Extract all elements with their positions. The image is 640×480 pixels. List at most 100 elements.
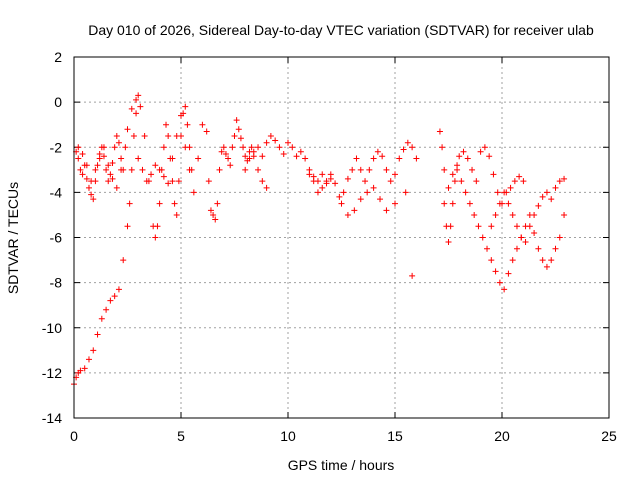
- data-point: [182, 144, 189, 151]
- data-point: [338, 200, 345, 207]
- data-point: [531, 229, 538, 236]
- data-point: [160, 173, 167, 180]
- data-point: [387, 178, 394, 185]
- data-point: [552, 245, 559, 252]
- data-point: [133, 96, 140, 103]
- data-point: [473, 178, 480, 185]
- data-point: [531, 211, 538, 218]
- data-point: [154, 223, 161, 230]
- data-point: [237, 135, 244, 142]
- data-point: [507, 184, 514, 191]
- data-point: [246, 155, 253, 162]
- y-tick-label: -14: [42, 410, 62, 426]
- data-point: [539, 257, 546, 264]
- data-point: [195, 155, 202, 162]
- data-point: [466, 200, 473, 207]
- data-point: [184, 121, 191, 128]
- data-point: [75, 155, 82, 162]
- data-point: [364, 189, 371, 196]
- data-point: [377, 196, 384, 203]
- data-point: [263, 139, 270, 146]
- data-point: [535, 202, 542, 209]
- data-point: [118, 166, 125, 173]
- data-point: [280, 151, 287, 158]
- data-point: [402, 189, 409, 196]
- data-point: [120, 257, 127, 264]
- data-point: [439, 144, 446, 151]
- data-point: [314, 189, 321, 196]
- data-point: [520, 178, 527, 185]
- data-point: [484, 245, 491, 252]
- data-point: [471, 211, 478, 218]
- data-point: [548, 257, 555, 264]
- data-point: [370, 155, 377, 162]
- data-point: [98, 315, 105, 322]
- data-point: [173, 211, 180, 218]
- data-point: [456, 153, 463, 160]
- data-point: [404, 139, 411, 146]
- data-point: [535, 245, 542, 252]
- data-point: [492, 268, 499, 275]
- x-tick-label: 5: [177, 428, 185, 444]
- data-point: [128, 105, 135, 112]
- data-point: [539, 193, 546, 200]
- x-tick-label: 15: [387, 428, 403, 444]
- data-point: [492, 211, 499, 218]
- data-point: [477, 148, 484, 155]
- data-point: [231, 132, 238, 139]
- data-point: [171, 200, 178, 207]
- data-point: [152, 234, 159, 241]
- data-point: [349, 166, 356, 173]
- data-point: [190, 189, 197, 196]
- data-point: [96, 155, 103, 162]
- data-point: [79, 171, 86, 178]
- data-point: [90, 347, 97, 354]
- data-point: [479, 234, 486, 241]
- data-point: [496, 279, 503, 286]
- data-point: [436, 128, 443, 135]
- data-point: [255, 144, 262, 151]
- data-point: [85, 356, 92, 363]
- data-point: [451, 178, 458, 185]
- data-point: [103, 306, 110, 313]
- data-point: [83, 162, 90, 169]
- data-point: [552, 184, 559, 191]
- data-point: [293, 153, 300, 160]
- data-point: [85, 184, 92, 191]
- data-point: [160, 144, 167, 151]
- data-point: [445, 184, 452, 191]
- data-point: [526, 223, 533, 230]
- data-point: [259, 153, 266, 160]
- data-point: [178, 112, 184, 119]
- data-point: [205, 178, 212, 185]
- data-point: [141, 132, 148, 139]
- data-point: [212, 216, 219, 223]
- data-point: [366, 166, 373, 173]
- data-point: [109, 160, 116, 167]
- data-point: [77, 367, 84, 374]
- data-point: [233, 117, 240, 124]
- data-point: [340, 189, 347, 196]
- data-point: [409, 272, 416, 279]
- x-tick-label: 10: [280, 428, 296, 444]
- data-point: [225, 155, 232, 162]
- data-series-ulab: [71, 92, 568, 388]
- data-point: [396, 155, 403, 162]
- data-point: [216, 166, 223, 173]
- data-point: [109, 175, 116, 182]
- data-point: [486, 153, 493, 160]
- data-point: [130, 132, 137, 139]
- data-point: [115, 139, 122, 146]
- data-point: [218, 148, 225, 155]
- data-point: [105, 162, 112, 169]
- data-point: [297, 148, 304, 155]
- data-point: [242, 166, 249, 173]
- data-point: [124, 126, 131, 133]
- data-point: [488, 257, 495, 264]
- data-point: [501, 286, 508, 293]
- data-point: [240, 144, 247, 151]
- data-point: [481, 144, 488, 151]
- data-point: [143, 178, 150, 185]
- data-point: [392, 200, 398, 207]
- data-point: [505, 270, 512, 277]
